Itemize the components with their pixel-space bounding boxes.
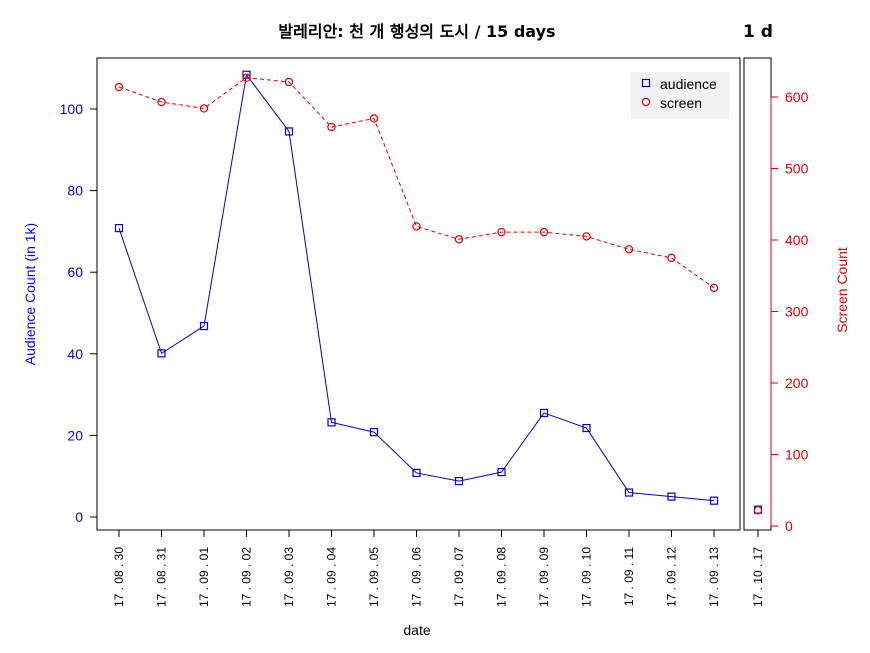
side-x-axis-tick-label: 17 . 10 . 17 — [751, 547, 765, 607]
x-axis-tick-label: 17 . 09 . 07 — [452, 547, 466, 607]
x-axis-tick-label: 17 . 09 . 13 — [707, 547, 721, 607]
series-audience-point — [624, 488, 634, 497]
y-axis-right-tick-label: 500 — [785, 161, 809, 177]
series-screen-line — [118, 77, 715, 289]
x-axis-tick-label: 17 . 08 . 30 — [112, 547, 126, 607]
chart-title: 발레리안: 천 개 행성의 도시 / 15 days — [278, 22, 555, 41]
series-screen-point — [114, 82, 124, 92]
y-axis-right: 0 100 200 300 400 500 600 — [770, 89, 809, 534]
series-screen-point — [454, 235, 464, 244]
series-screen-point — [667, 253, 676, 263]
y-axis-left-tick-label: 100 — [60, 101, 84, 117]
y-axis-left-tick-label: 20 — [67, 427, 83, 443]
y-axis-right-title: Screen Count — [834, 247, 850, 333]
legend: audience screen — [631, 72, 729, 119]
series-audience-point — [114, 224, 124, 233]
series-screen-point — [709, 283, 719, 293]
y-axis-left-tick-label: 60 — [67, 264, 83, 280]
main-plot-frame — [96, 57, 741, 531]
legend-audience-label: audience — [660, 76, 717, 92]
series-audience-point — [199, 321, 209, 331]
side-panel-title: 1 d — [743, 22, 773, 42]
x-axis: 17 . 08 . 30 17 . 08 . 31 17 . 09 . 01 17 .… — [112, 529, 765, 607]
x-axis-tick-label: 17 . 09 . 09 — [537, 547, 551, 607]
x-axis-tick-label: 17 . 09 . 12 — [665, 547, 679, 607]
side-screen-point — [753, 506, 763, 515]
x-axis-tick-label: 17 . 09 . 11 — [622, 547, 636, 606]
series-audience-point — [284, 127, 294, 136]
y-axis-right-tick-label: 0 — [785, 518, 793, 534]
side-plot-frame — [743, 57, 772, 531]
x-axis-tick-label: 17 . 09 . 04 — [325, 547, 339, 607]
x-axis-tick-label: 17 . 09 . 06 — [410, 547, 424, 607]
x-axis-tick-label: 17 . 09 . 02 — [240, 547, 254, 607]
series-audience-point — [539, 408, 549, 418]
series-screen-point — [582, 232, 591, 241]
series-audience-point — [454, 476, 464, 486]
series-audience-line — [118, 73, 715, 502]
x-axis-tick-label: 17 . 08 . 31 — [155, 547, 169, 607]
y-axis-right-tick-label: 200 — [785, 375, 809, 391]
series-audience-point — [582, 423, 591, 433]
series-screen-point — [539, 227, 549, 237]
y-axis-right-tick-label: 100 — [785, 447, 809, 463]
legend-screen-marker — [641, 97, 651, 107]
series-screen-point — [157, 97, 166, 107]
x-axis-tick-label: 17 . 09 . 01 — [197, 547, 211, 607]
y-axis-left-tick-label: 40 — [67, 346, 83, 362]
x-axis-title: date — [403, 622, 430, 638]
y-axis-right-tick-label: 400 — [785, 232, 809, 248]
legend-screen-label: screen — [660, 95, 702, 111]
series-screen-point — [242, 73, 251, 82]
x-axis-tick-label: 17 . 09 . 05 — [367, 547, 381, 607]
y-axis-left-title: Audience Count (in 1k) — [22, 223, 38, 365]
series-screen-point — [497, 227, 506, 237]
x-axis-tick-label: 17 . 09 . 08 — [495, 547, 509, 607]
y-axis-right-tick-label: 300 — [785, 304, 809, 320]
series-audience-point — [412, 468, 421, 478]
series-layer — [114, 70, 763, 515]
series-audience-point — [157, 349, 166, 358]
legend-audience-marker — [641, 78, 651, 88]
series-screen-point — [624, 245, 634, 254]
series-screen-point — [412, 222, 421, 231]
series-screen-point — [284, 77, 294, 87]
series-audience-point — [327, 418, 336, 427]
y-axis-left-tick-label: 0 — [75, 509, 83, 525]
series-audience-point — [497, 468, 506, 477]
series-screen-point — [199, 104, 209, 113]
series-audience-point — [667, 492, 676, 501]
x-axis-tick-label: 17 . 09 . 03 — [282, 547, 296, 607]
series-screen-point — [369, 114, 379, 123]
y-axis-left: 0 20 40 60 80 100 — [60, 101, 98, 525]
y-axis-right-tick-label: 600 — [785, 89, 809, 105]
y-axis-left-tick-label: 80 — [67, 183, 83, 199]
x-axis-tick-label: 17 . 09 . 10 — [580, 547, 594, 607]
series-screen-point — [327, 122, 336, 132]
series-audience-point — [709, 496, 719, 505]
series-audience-point — [369, 428, 379, 437]
